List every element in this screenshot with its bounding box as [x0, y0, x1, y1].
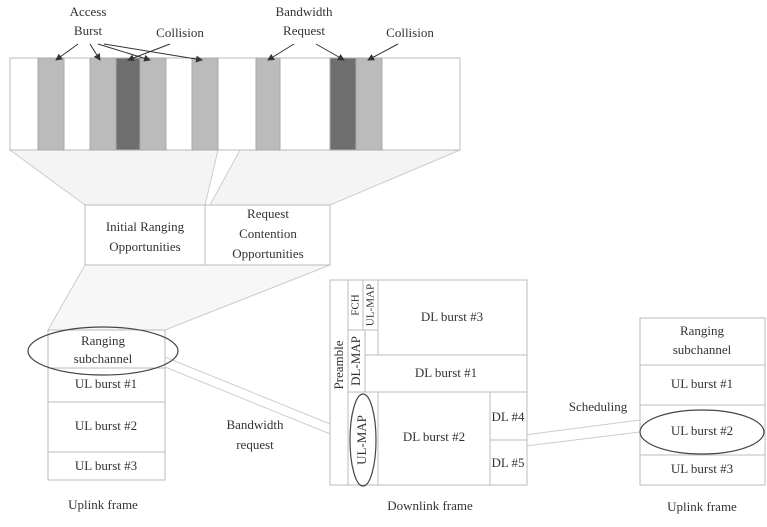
- label: UL-MAP: [354, 415, 369, 465]
- slot-bar: [9, 57, 461, 151]
- label: UL burst #3: [671, 461, 733, 476]
- label: DL #5: [491, 455, 524, 470]
- label: Request: [247, 206, 289, 221]
- label: UL burst #3: [75, 458, 137, 473]
- label: Opportunities: [232, 246, 304, 261]
- label: Opportunities: [109, 239, 181, 254]
- grid: [347, 280, 527, 485]
- caption: Downlink frame: [387, 498, 473, 513]
- funnel: [47, 264, 331, 331]
- label: Access: [70, 4, 107, 19]
- label: Bandwidth: [275, 4, 333, 19]
- label: Ranging: [680, 323, 725, 338]
- funnel: [209, 149, 461, 206]
- caption: Uplink frame: [667, 499, 737, 514]
- label: DL-MAP: [348, 336, 363, 386]
- label: Burst: [74, 23, 103, 38]
- label: Ranging: [81, 333, 126, 348]
- funnel: [8, 149, 219, 206]
- label: DL burst #2: [403, 429, 465, 444]
- label: Initial Ranging: [106, 219, 185, 234]
- uplink-frame: [639, 317, 766, 486]
- label: UL burst #1: [671, 376, 733, 391]
- slots: [37, 57, 383, 151]
- label: Contention: [239, 226, 297, 241]
- label: Scheduling: [569, 399, 628, 414]
- opportunities-box: [84, 204, 331, 266]
- label: UL burst #1: [75, 376, 137, 391]
- uplink-frame: [47, 329, 166, 481]
- label: DL burst #1: [415, 365, 477, 380]
- label: UL burst #2: [75, 418, 137, 433]
- label: DL burst #3: [421, 309, 483, 324]
- label: subchannel: [673, 342, 732, 357]
- label: request: [236, 437, 274, 452]
- ellipse: [27, 326, 179, 376]
- label: Bandwidth: [226, 417, 284, 432]
- label: FCH: [350, 294, 362, 315]
- ellipse: [639, 409, 765, 455]
- label: UL-MAP: [365, 284, 377, 326]
- caption: Uplink frame: [68, 497, 138, 512]
- label: subchannel: [74, 351, 133, 366]
- label: UL burst #2: [671, 423, 733, 438]
- label: Preamble: [331, 340, 346, 389]
- label: DL #4: [491, 409, 525, 424]
- label: Request: [283, 23, 325, 38]
- arrows: [55, 43, 399, 63]
- ellipse: [349, 393, 377, 487]
- label: Collision: [156, 25, 204, 40]
- label: Collision: [386, 25, 434, 40]
